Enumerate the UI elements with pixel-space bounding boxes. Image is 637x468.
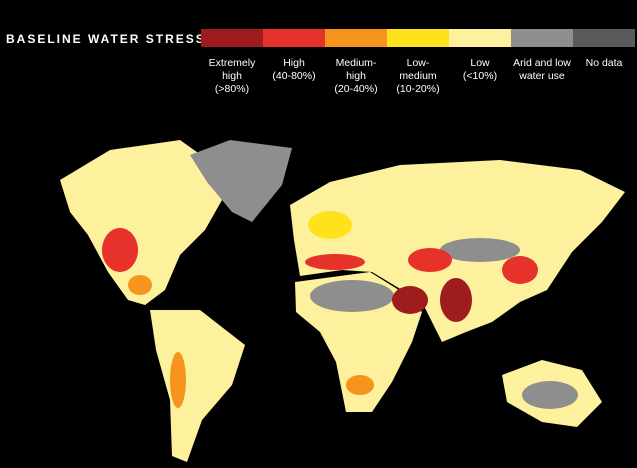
india (440, 278, 472, 322)
legend-label: high (222, 70, 242, 82)
legend-label: High (283, 57, 305, 69)
us-west (102, 228, 138, 272)
legend-swatch (449, 29, 511, 47)
world-map (60, 140, 625, 462)
legend-label: high (346, 70, 366, 82)
legend-swatch (511, 29, 573, 47)
legend-label: Extremely (209, 57, 256, 69)
legend-label: water use (518, 70, 565, 82)
legend-label: (10-20%) (396, 83, 439, 95)
australia-arid (522, 381, 578, 409)
mexico (128, 275, 152, 295)
legend-swatch (387, 29, 449, 47)
legend-label: (>80%) (215, 83, 249, 95)
sahara (310, 280, 394, 312)
legend-label: Low- (407, 57, 430, 69)
legend-label: (40-80%) (272, 70, 315, 82)
south-africa (346, 375, 374, 395)
title: BASELINE WATER STRESS (6, 32, 206, 46)
arabia (392, 286, 428, 314)
europe (308, 211, 352, 239)
legend-label: Arid and low (513, 57, 571, 69)
andes (170, 352, 186, 408)
legend-swatch (325, 29, 387, 47)
greenland (190, 140, 292, 222)
central-asia (408, 248, 452, 272)
legend-swatch (263, 29, 325, 47)
legend-swatch (201, 29, 263, 47)
mediterranean (305, 254, 365, 270)
legend-swatch (573, 29, 635, 47)
legend-label: Low (470, 57, 490, 69)
legend: Extremelyhigh(>80%)High(40-80%)Medium-hi… (201, 29, 635, 95)
legend-label: (<10%) (463, 70, 497, 82)
legend-label: No data (586, 57, 623, 69)
legend-label: (20-40%) (334, 83, 377, 95)
north-america (60, 140, 222, 305)
legend-label: medium (399, 70, 437, 82)
south-america (150, 310, 245, 462)
legend-label: Medium- (336, 57, 377, 69)
gobi (440, 238, 520, 262)
china (502, 256, 538, 284)
